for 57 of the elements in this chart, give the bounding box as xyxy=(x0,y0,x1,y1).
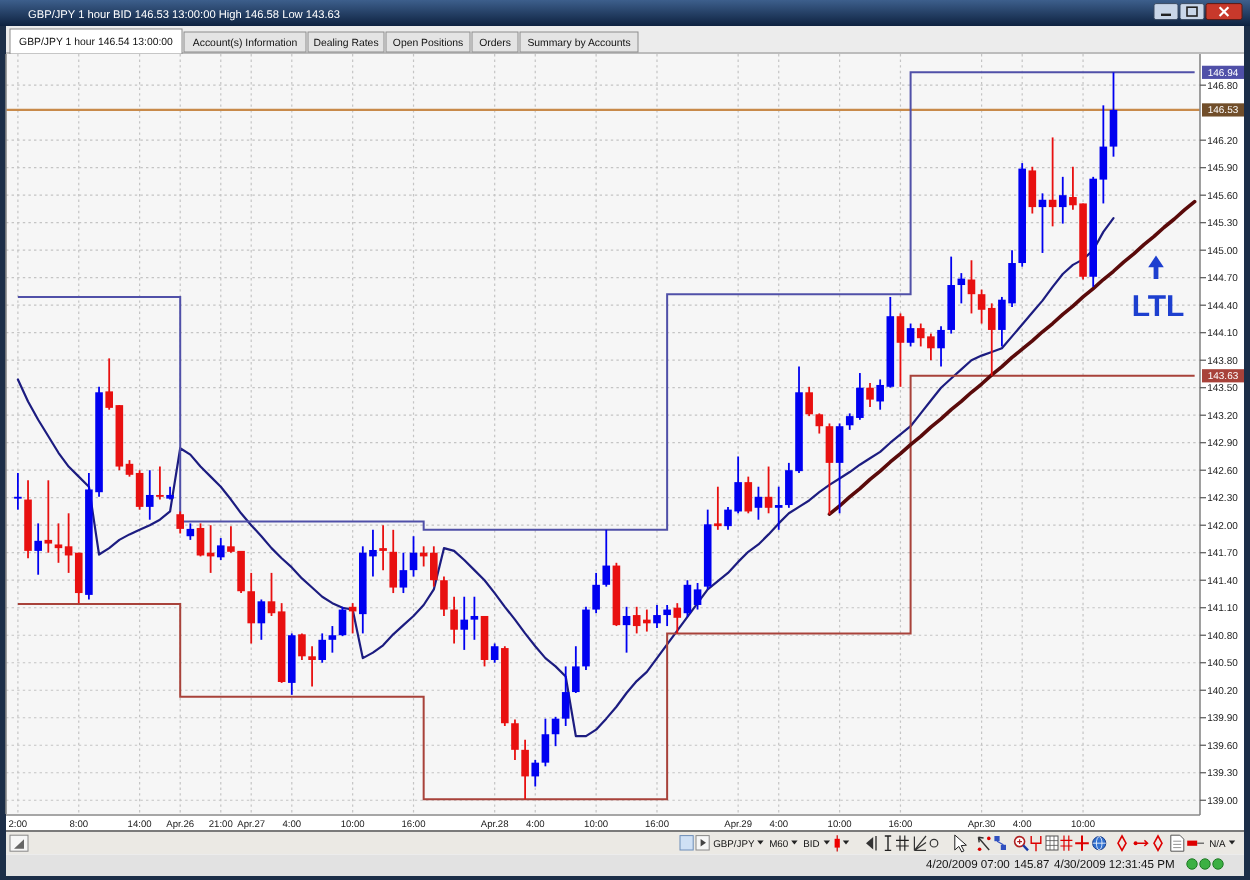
candlestick xyxy=(937,325,945,368)
candlestick xyxy=(521,738,529,801)
candlestick xyxy=(744,475,753,515)
candlestick xyxy=(338,605,347,638)
candlestick xyxy=(308,645,316,688)
candlestick xyxy=(541,717,550,768)
candlestick xyxy=(460,595,469,651)
candlestick xyxy=(490,642,499,664)
candlestick xyxy=(602,528,611,588)
candlestick xyxy=(572,645,580,694)
candlestick xyxy=(653,604,661,629)
candlestick xyxy=(328,625,337,654)
candlestick xyxy=(835,422,844,515)
candlestick xyxy=(470,595,479,641)
candlestick xyxy=(622,605,631,654)
candlestick xyxy=(764,465,773,515)
candlestick xyxy=(1109,71,1118,158)
candlestick xyxy=(440,575,448,617)
candlestick xyxy=(754,485,763,521)
candlestick xyxy=(663,604,671,627)
candlestick xyxy=(298,632,306,661)
candlestick xyxy=(287,632,296,696)
candlestick xyxy=(774,485,783,531)
candlestick xyxy=(44,479,53,554)
candlestick xyxy=(805,385,813,418)
candlestick xyxy=(531,759,540,788)
annotation: LTL xyxy=(1131,290,1185,324)
candlestick xyxy=(906,322,915,348)
candlestick xyxy=(318,632,327,664)
candlestick xyxy=(156,465,164,501)
candlestick xyxy=(592,571,600,615)
candlestick xyxy=(257,598,266,641)
candlestick xyxy=(825,422,834,516)
candlestick xyxy=(145,469,154,521)
candlestick xyxy=(216,537,225,561)
candlestick xyxy=(176,510,184,535)
candlestick xyxy=(815,412,824,435)
candlestick xyxy=(866,382,874,408)
candlestick xyxy=(399,551,408,594)
candlestick xyxy=(247,571,256,645)
candlestick xyxy=(511,718,519,761)
line-series xyxy=(827,199,1197,517)
candlestick xyxy=(714,485,722,531)
candlestick xyxy=(673,602,682,635)
candlestick xyxy=(561,665,570,727)
candlestick xyxy=(34,522,42,576)
candlestick xyxy=(14,472,22,511)
line-series xyxy=(16,217,1115,738)
candlestick xyxy=(896,312,905,388)
candlestick xyxy=(1028,165,1037,215)
candlestick xyxy=(947,255,955,335)
candlestick xyxy=(480,615,489,668)
candlestick xyxy=(379,524,387,572)
candlestick xyxy=(1058,175,1067,225)
candlestick xyxy=(409,535,418,578)
candlestick xyxy=(450,595,458,645)
candlestick xyxy=(389,528,398,594)
